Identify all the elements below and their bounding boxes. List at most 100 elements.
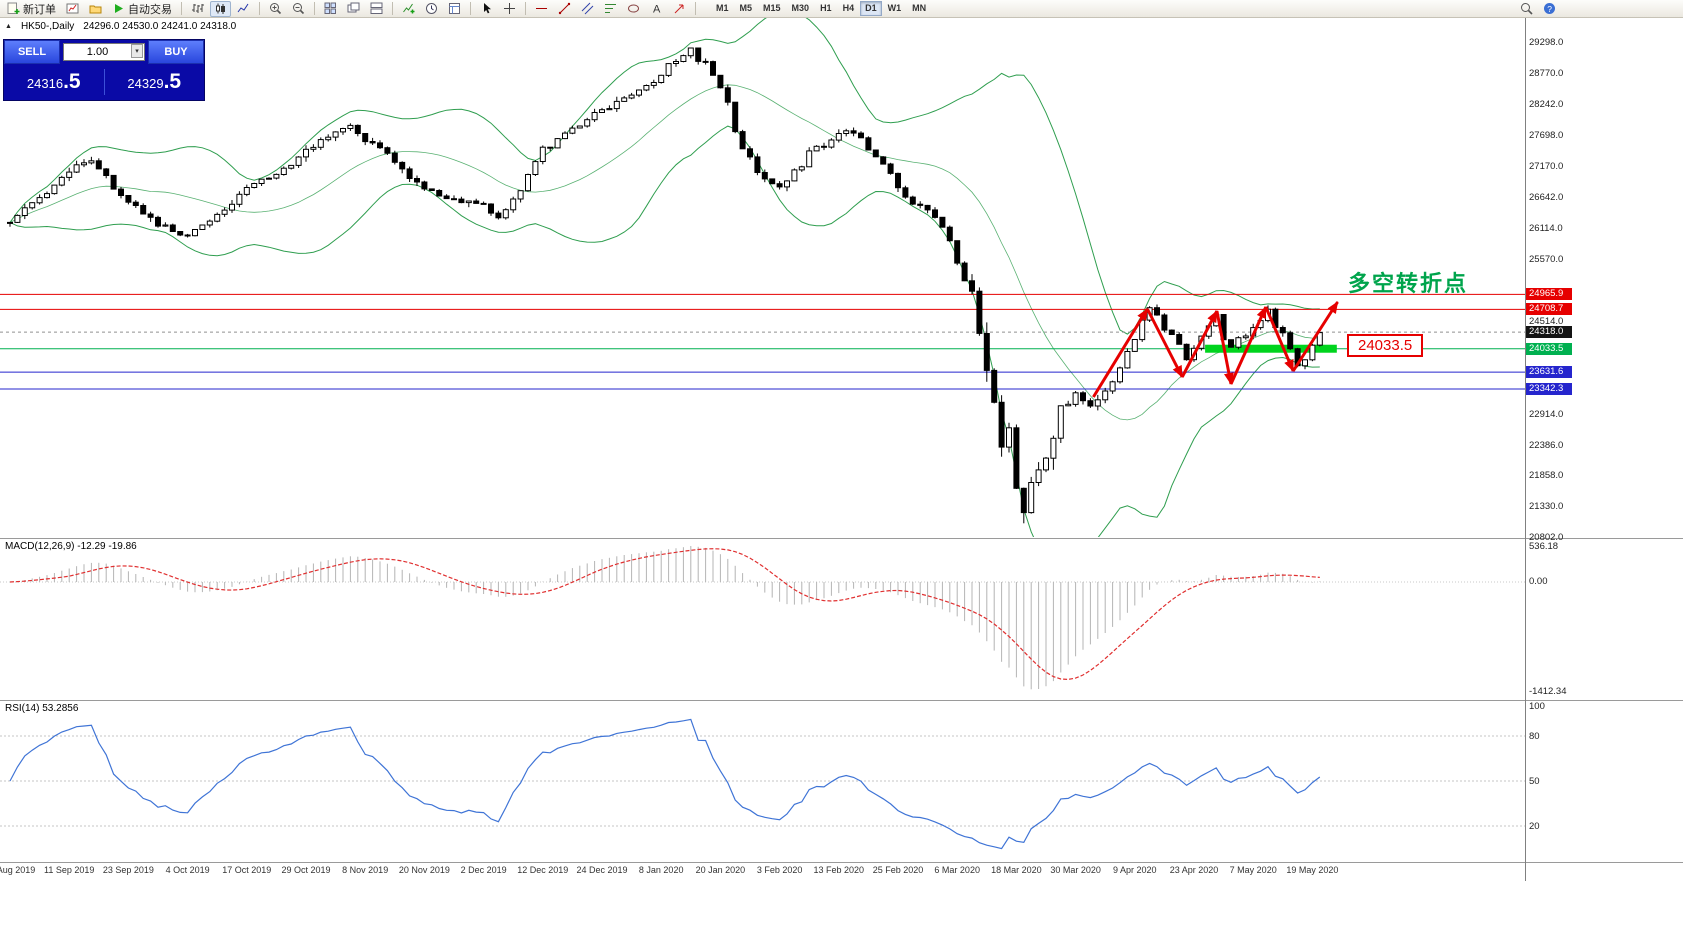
folder-icon <box>89 5 102 14</box>
candlestick-chart-button[interactable] <box>210 0 231 17</box>
time-axis[interactable]: 30 Aug 2019 11 Sep 2019 23 Sep 2019 4 Oct 2… <box>0 863 1683 881</box>
shapes-tool-button[interactable] <box>623 1 644 17</box>
timeframe-h4[interactable]: H4 <box>838 1 860 16</box>
one-click-trading-panel: SELL ▾ BUY 24316.5 24329.5 <box>3 39 205 101</box>
timeframe-d1[interactable]: D1 <box>860 1 882 16</box>
time-axis-label: 29 Oct 2019 <box>281 865 331 875</box>
price-axis[interactable]: 29298.0 28770.0 28242.0 27698.0 27170.0 26642… <box>1526 0 1682 942</box>
timeframe-m30[interactable]: M30 <box>787 1 815 16</box>
cascade-windows-icon <box>347 2 360 13</box>
price-level-callout[interactable]: 24033.5 <box>1347 334 1424 357</box>
search-button[interactable] <box>1516 1 1537 17</box>
trend-arrow[interactable] <box>1264 306 1295 372</box>
auto-trading-button[interactable]: 自动交易 <box>108 1 176 17</box>
svg-text:A: A <box>653 4 661 16</box>
sell-price-display[interactable]: 24316.5 <box>26 70 81 93</box>
time-axis-label: 20 Jan 2020 <box>695 865 746 875</box>
time-axis-label: 25 Feb 2020 <box>872 865 924 875</box>
price-axis-label: 27698.0 <box>1529 130 1564 142</box>
help-button[interactable]: ? <box>1539 1 1560 17</box>
trend-arrow[interactable] <box>1092 308 1149 398</box>
macd-axis-label: 0.00 <box>1529 576 1548 587</box>
trend-arrow[interactable] <box>1180 310 1219 378</box>
price-badge: 24033.5 <box>1526 342 1572 355</box>
chart-window-icon <box>66 3 79 14</box>
tile-windows-button[interactable] <box>320 1 341 17</box>
price-axis-label: 21858.0 <box>1529 470 1564 482</box>
toolbar-separator <box>695 2 696 15</box>
turning-point-annotation[interactable]: 多空转折点 <box>1348 271 1469 296</box>
toolbar-separator <box>392 2 393 15</box>
timeframe-w1[interactable]: W1 <box>883 1 907 16</box>
price-axis-label: 28242.0 <box>1529 98 1564 110</box>
channel-icon <box>581 2 594 15</box>
new-order-label: 新订单 <box>23 3 56 16</box>
crosshair-icon <box>504 3 515 14</box>
chart-collapse-icon[interactable]: ▲ <box>5 23 12 30</box>
toolbar-separator <box>259 2 260 15</box>
buy-price-display[interactable]: 24329.5 <box>127 70 182 93</box>
time-axis-label: 23 Apr 2020 <box>1169 865 1219 875</box>
sell-button[interactable]: SELL <box>4 40 60 64</box>
play-icon <box>115 4 123 13</box>
zoom-in-button[interactable] <box>265 1 286 17</box>
profiles-button[interactable] <box>85 1 106 17</box>
time-axis-label: 8 Jan 2020 <box>638 865 684 875</box>
buy-button[interactable]: BUY <box>148 40 204 64</box>
cascade-windows-button[interactable] <box>343 1 364 17</box>
price-axis-label: 24514.0 <box>1529 315 1564 327</box>
arrange-windows-button[interactable] <box>366 1 387 17</box>
templates-button[interactable] <box>444 1 465 17</box>
zoom-out-button[interactable] <box>288 1 309 17</box>
cursor-button[interactable] <box>476 1 497 17</box>
support-zone-band[interactable] <box>1205 344 1337 353</box>
volume-input[interactable] <box>63 43 145 61</box>
timeframe-m15[interactable]: M15 <box>758 1 786 16</box>
macd-axis-label: 536.18 <box>1529 541 1559 552</box>
price-divider <box>103 69 105 95</box>
line-chart-button[interactable] <box>233 1 254 17</box>
symbol-period-label: HK50-,Daily <box>20 21 75 32</box>
macd-indicator-label: MACD(12,26,9) -12.29 -19.86 <box>5 541 137 552</box>
crosshair-button[interactable] <box>499 1 520 17</box>
candlestick-chart-icon <box>216 3 225 14</box>
time-axis-label: 11 Sep 2019 <box>43 865 95 875</box>
trend-arrow[interactable] <box>1229 306 1268 385</box>
auto-trading-label: 自动交易 <box>128 3 172 16</box>
ohlc-values: 24296.0 24530.0 24241.0 24318.0 <box>83 21 237 32</box>
clock-icon <box>426 3 437 14</box>
channel-tool-button[interactable] <box>577 1 598 17</box>
indicators-button[interactable] <box>398 1 419 17</box>
periods-button[interactable] <box>421 1 442 17</box>
price-badge: 24318.0 <box>1526 326 1572 339</box>
trend-arrow[interactable] <box>1291 301 1339 372</box>
timeframe-mn[interactable]: MN <box>907 1 931 16</box>
time-axis-label: 13 Feb 2020 <box>813 865 865 875</box>
trendline-icon <box>558 2 571 15</box>
volume-dropdown-icon[interactable]: ▾ <box>131 44 143 58</box>
text-tool-button[interactable]: A <box>646 1 667 17</box>
fibonacci-icon <box>605 4 616 13</box>
charts-button[interactable] <box>62 1 83 17</box>
trend-arrow[interactable] <box>1215 310 1234 385</box>
rsi-axis-label: 20 <box>1529 821 1540 832</box>
new-order-button[interactable]: 新订单 <box>3 1 60 17</box>
fibonacci-tool-button[interactable] <box>600 1 621 17</box>
add-indicator-icon <box>403 3 415 14</box>
arrows-tool-button[interactable] <box>669 1 690 17</box>
trendline-tool-button[interactable] <box>554 1 575 17</box>
timeframe-h1[interactable]: H1 <box>815 1 837 16</box>
timeframe-m5[interactable]: M5 <box>735 1 758 16</box>
bar-chart-icon <box>192 4 204 13</box>
price-axis-label: 29298.0 <box>1529 37 1564 48</box>
timeframe-m1[interactable]: M1 <box>711 1 734 16</box>
rsi-axis-label: 100 <box>1529 701 1545 712</box>
trend-arrow[interactable] <box>1146 308 1184 378</box>
time-axis-label: 17 Oct 2019 <box>222 865 272 875</box>
price-axis-label: 26642.0 <box>1529 191 1564 203</box>
bar-chart-button[interactable] <box>187 1 208 17</box>
time-axis-label: 4 Oct 2019 <box>165 865 210 875</box>
hline-tool-button[interactable] <box>531 1 552 17</box>
line-chart-icon <box>237 3 249 13</box>
